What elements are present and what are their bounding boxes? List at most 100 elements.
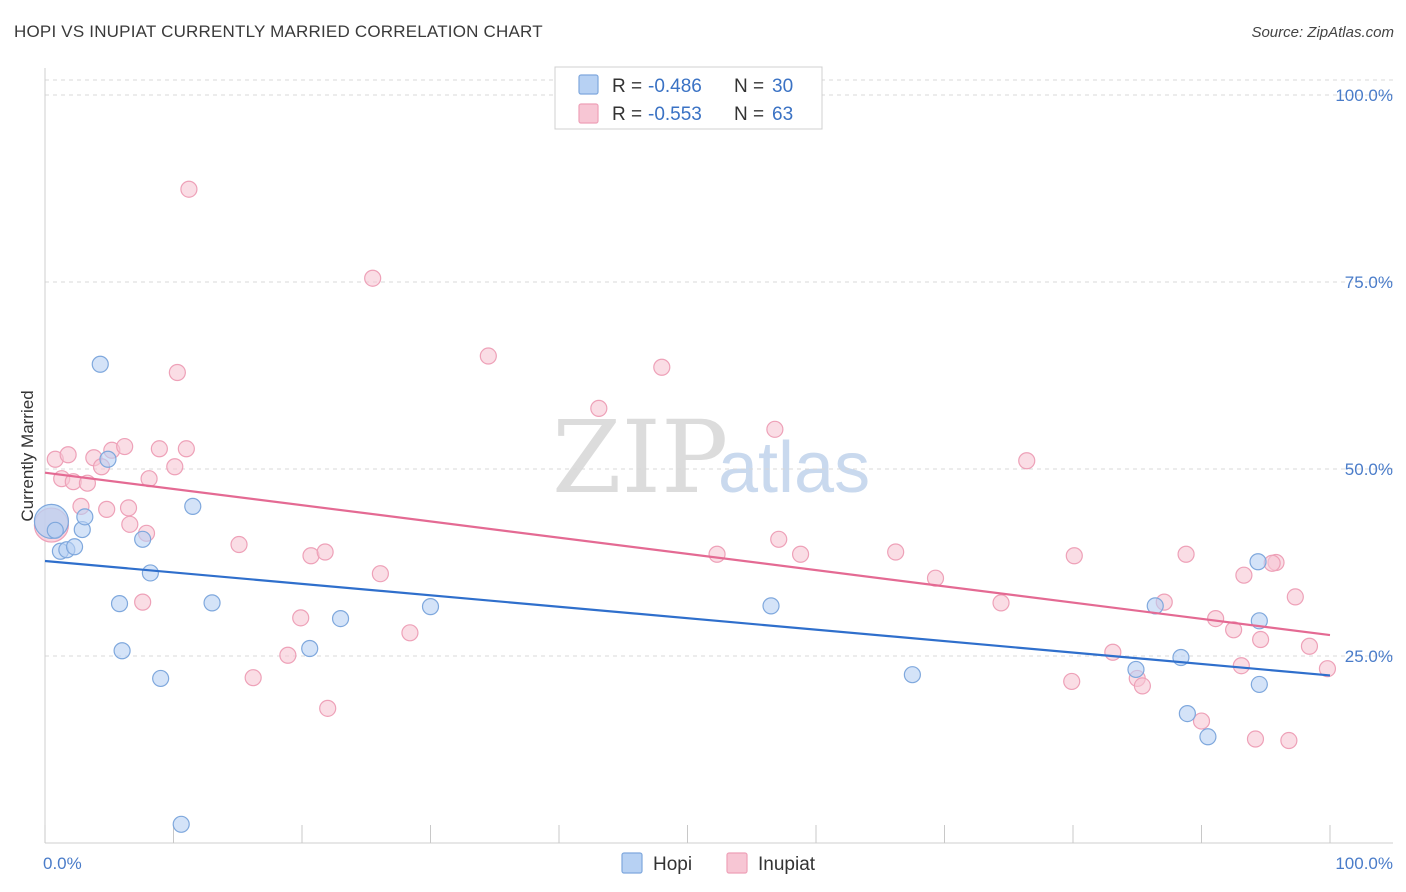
y-axis-title: Currently Married [18,390,37,521]
hopi-point [46,521,64,539]
legend-n-label-inupiat: N = [734,104,764,125]
inupiat-point [230,535,248,554]
inupiat-point [116,437,134,456]
legend-n-value-inupiat: 63 [772,104,793,125]
hopi-point [172,815,190,833]
inupiat-point [244,669,262,687]
inupiat-point [479,347,497,365]
hopi-point [301,639,319,658]
hopi-point [91,355,109,373]
inupiat-point [1207,609,1225,628]
inupiat-point [1280,731,1298,750]
y-tick-label: 50.0% [1345,460,1393,479]
hopi-point [421,598,440,616]
inupiat-point [1232,657,1250,675]
hopi-trend-line [44,559,1331,677]
x-tick-label: 0.0% [43,854,82,873]
inupiat-point [992,594,1010,612]
source-credit: Source: ZipAtlas.com [1251,24,1394,41]
inupiat-point [770,530,788,548]
hopi-point [152,669,170,688]
inupiat-point [887,543,905,561]
hopi-point [141,564,159,582]
inupiat-point [168,363,186,382]
inupiat-point [1177,545,1195,563]
axes: 25.0% 50.0% 75.0% 100.0% 0.0% 100.0% [43,68,1393,873]
y-tick-label: 25.0% [1345,647,1393,666]
legend-swatch-hopi [578,74,599,95]
inupiat-point [364,269,382,287]
watermark-atlas: atlas [718,428,870,508]
inupiat-point [791,545,810,563]
hopi-point [110,595,129,613]
hopi-point [1249,553,1267,571]
inupiat-point [1263,554,1281,572]
series-legend-swatch-hopi [621,852,643,874]
inupiat-point [766,420,784,438]
series-legend-swatch-inupiat [726,852,748,874]
legend-r-value-hopi: -0.486 [648,76,702,97]
inupiat-point [1286,588,1304,606]
inupiat-point [316,543,334,561]
inupiat-point [653,358,671,376]
legend-swatch-inupiat [578,103,599,124]
stats-legend: R = -0.486 N = 30 R = -0.553 N = 63 [554,66,823,130]
inupiat-point [302,547,320,565]
hopi-point [134,530,152,548]
legend-n-value-hopi: 30 [772,76,793,97]
inupiat-point [166,458,184,476]
series-legend-label-hopi: Hopi [653,854,692,875]
inupiat-point [708,545,726,563]
hopi-point [1178,704,1196,723]
hopi-point [903,666,921,684]
legend-r-label-inupiat: R = [612,104,642,125]
y-tick-label: 100.0% [1335,86,1393,105]
legend-r-value-inupiat: -0.553 [648,104,702,125]
inupiat-point [401,624,419,642]
y-tick-label: 75.0% [1345,273,1393,292]
inupiat-point [279,646,297,664]
hopi-point [76,508,94,526]
inupiat-point [98,500,116,518]
inupiat-point [292,609,310,627]
grid [45,79,1393,657]
inupiat-point [1235,566,1253,584]
inupiat-point [1065,547,1083,565]
series-legend-label-inupiat: Inupiat [758,854,816,875]
series-legend: Hopi Inupiat [621,852,816,875]
hopi-point [762,597,780,615]
hopi-point [65,538,84,556]
inupiat-point [319,699,337,717]
legend-r-label-hopi: R = [612,76,642,97]
stats-legend-box [554,66,823,130]
inupiat-point [1318,660,1337,678]
inupiat-point [180,180,198,198]
hopi-point [331,609,350,628]
inupiat-point [1133,677,1151,695]
hopi-point [99,450,117,468]
inupiat-point [150,440,168,458]
inupiat-point [121,515,139,533]
hopi-point [203,594,221,612]
inupiat-point [371,565,389,583]
inupiat-point [1252,630,1270,649]
inupiat-point [1300,637,1319,655]
inupiat-point [134,593,152,611]
hopi-point [1250,675,1268,694]
inupiat-point [1104,643,1122,661]
x-tick-label: 100.0% [1335,854,1393,873]
inupiat-point [1063,672,1081,691]
hopi-point [113,642,131,660]
trend-lines [44,471,1331,677]
hopi-point [1127,660,1145,679]
hopi-point [1199,728,1217,746]
inupiat-point [590,399,608,417]
inupiat-trend-line [44,471,1331,637]
inupiat-point [59,446,77,464]
chart-title: HOPI VS INUPIAT CURRENTLY MARRIED CORREL… [14,22,543,41]
inupiat-point [1018,452,1036,470]
legend-n-label-hopi: N = [734,76,764,97]
inupiat-point [177,440,195,458]
inupiat-point [1192,712,1211,730]
